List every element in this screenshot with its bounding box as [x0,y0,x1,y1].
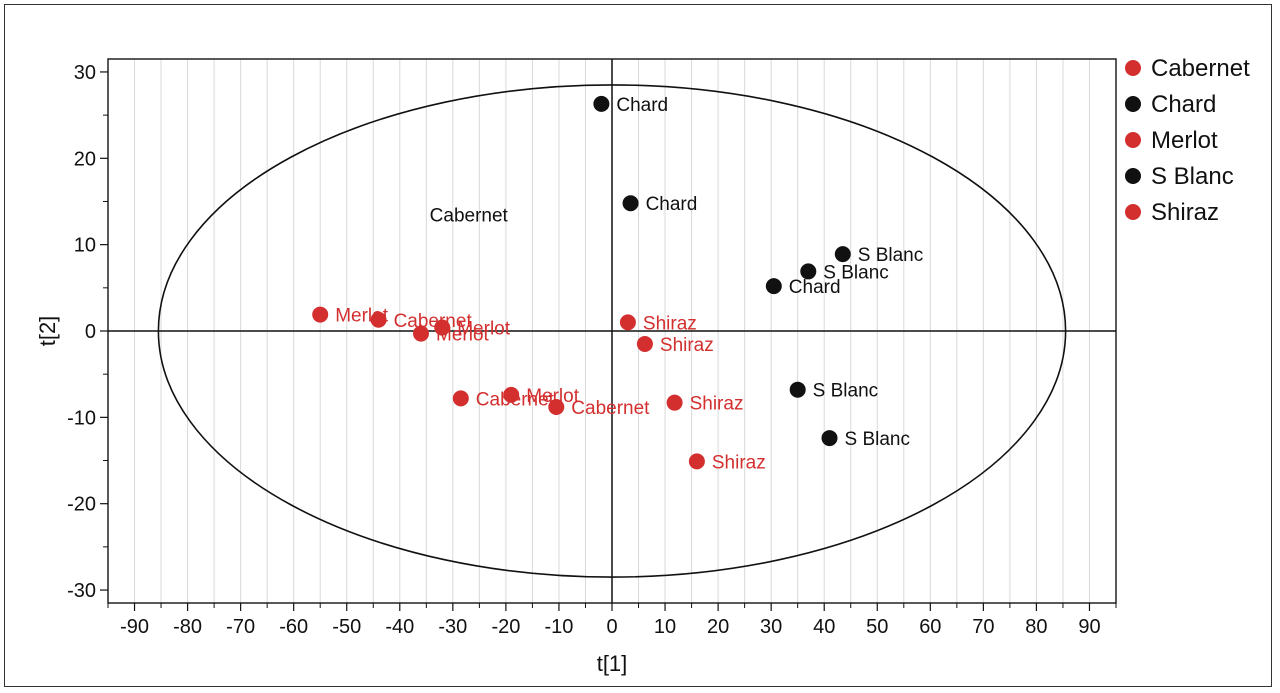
legend-marker-s-blanc [1125,168,1141,184]
x-tick-label: 50 [866,616,888,638]
x-tick-label: -80 [173,616,202,638]
zero-axes [108,59,1116,603]
point-cabernet [548,398,565,415]
point-s-blanc [789,381,806,398]
point-chard [593,95,610,112]
point-label-shiraz: Shiraz [643,313,697,334]
point-label-merlot: Merlot [436,325,490,346]
point-s-blanc [834,246,851,263]
point-label-cabernet: Cabernet [571,398,650,419]
annotation-label: Cabernet [430,205,509,226]
point-chard [765,278,782,295]
x-tick-label: -40 [385,616,414,638]
hotelling-ellipse [157,84,1067,578]
y-tick-label: -20 [67,494,96,516]
x-tick-label: 0 [606,616,617,638]
axis-ticks: -90 -80 -70 -60 -50 -40 -30 -20 -10 0 10 20 30 40 50 60… [67,62,1117,638]
y-tick-label: -10 [67,407,96,429]
x-tick-label: 40 [813,616,835,638]
point-label-chard: Chard [646,194,698,215]
point-label-s-blanc: S Blanc [813,381,878,402]
y-tick-label: -30 [67,580,96,602]
scatter-plot: -90 -80 -70 -60 -50 -40 -30 -20 -10 0 10 20 30 40 50 60… [35,55,1250,676]
point-merlot [413,325,430,342]
legend-marker-shiraz [1125,204,1141,220]
point-cabernet [370,311,387,328]
point-shiraz [619,314,636,331]
x-tick-label: 80 [1025,616,1047,638]
x-tick-label: -70 [226,616,255,638]
point-merlot [503,386,520,403]
legend-label-merlot: Merlot [1151,127,1218,154]
legend-label-s-blanc: S Blanc [1151,163,1234,190]
point-label-merlot: Merlot [457,319,511,340]
x-tick-label: -60 [279,616,308,638]
x-tick-label: -10 [544,616,573,638]
y-tick-label: 0 [85,321,96,343]
point-shiraz [636,335,653,352]
point-label-shiraz: Shiraz [712,452,766,473]
chart-frame: -90 -80 -70 -60 -50 -40 -30 -20 -10 0 10 20 30 40 50 60… [4,4,1272,687]
point-label-s-blanc: S Blanc [845,429,910,450]
x-tick-label: 10 [654,616,676,638]
point-label-s-blanc: S Blanc [858,245,923,266]
y-tick-label: 30 [74,62,96,84]
x-tick-label: 90 [1078,616,1100,638]
x-tick-label: -20 [491,616,520,638]
x-tick-label: -90 [120,616,149,638]
legend-marker-chard [1125,96,1141,112]
legend-marker-cabernet [1125,60,1141,76]
point-shiraz [688,453,705,470]
point-label-chard: Chard [616,95,668,116]
data-points: Cabernet Cabernet Cabernet Chard Chard Chard M… [312,95,923,473]
point-label-merlot: Merlot [526,386,580,407]
point-cabernet [452,390,469,407]
y-tick-label: 20 [74,148,96,170]
point-label-chard: Chard [789,277,841,298]
x-tick-label: 70 [972,616,994,638]
point-s-blanc [821,430,838,447]
x-tick-label: 30 [760,616,782,638]
legend-label-shiraz: Shiraz [1151,199,1219,226]
legend-label-chard: Chard [1151,91,1216,118]
legend-label-cabernet: Cabernet [1151,55,1250,82]
point-label-s-blanc: S Blanc [823,262,888,283]
point-merlot [434,319,451,336]
point-merlot [312,306,329,323]
point-label-shiraz: Shiraz [690,394,744,415]
point-label-cabernet: Cabernet [394,311,473,332]
legend-marker-merlot [1125,132,1141,148]
point-label-merlot: Merlot [335,306,389,327]
point-label-shiraz: Shiraz [660,335,714,356]
x-axis-title: t[1] [597,651,628,676]
x-tick-label: -30 [438,616,467,638]
x-tick-label: 20 [707,616,729,638]
point-s-blanc [800,263,817,280]
point-shiraz [666,394,683,411]
x-tick-label: -50 [332,616,361,638]
x-tick-label: 60 [919,616,941,638]
legend: Cabernet Chard Merlot S Blanc Shiraz [1125,55,1250,226]
y-tick-label: 10 [74,235,96,257]
confidence-ellipse [157,84,1067,578]
point-chard [622,195,639,212]
y-axis-title: t[2] [35,316,60,347]
